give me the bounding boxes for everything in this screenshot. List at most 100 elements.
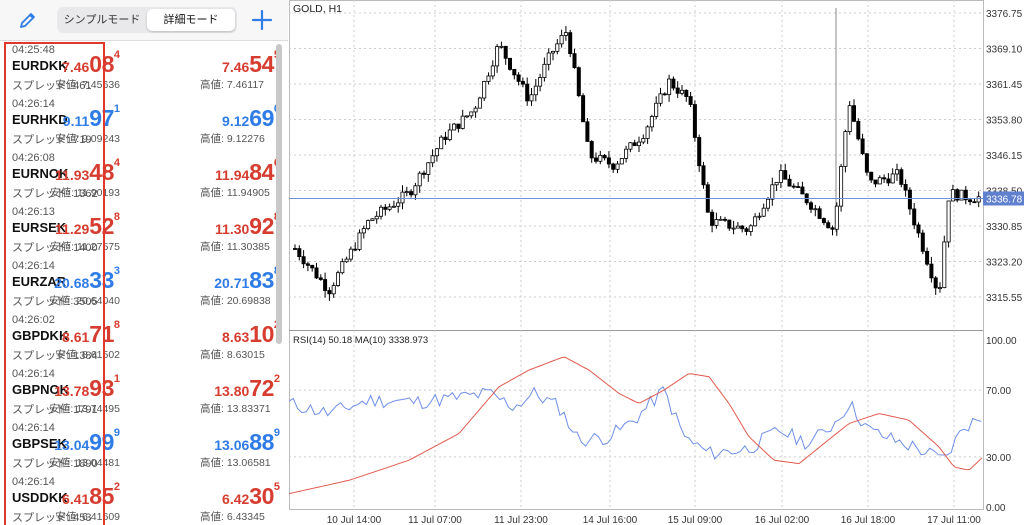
- ask-price[interactable]: 6.42305: [222, 481, 280, 510]
- quote-time: 04:26:14: [12, 260, 55, 272]
- quote-time: 04:26:13: [12, 206, 55, 218]
- rsi-line: [289, 386, 982, 461]
- price-pipette: 3: [113, 265, 120, 277]
- candle-body: [310, 264, 315, 269]
- time-tick-label: 14 Jul 16:00: [583, 515, 638, 525]
- candle-body: [834, 205, 839, 230]
- candle-body: [400, 191, 405, 204]
- detail-mode-tab[interactable]: 詳細モード: [147, 9, 235, 31]
- quote-row[interactable]: 04:26:14 GBPSEK スプレッド: 1890 13.04999 13.0688…: [0, 419, 288, 473]
- price-big-digits: 08: [89, 51, 114, 77]
- quote-row[interactable]: 04:26:14 EURHKD スプレッド: 719 9.11971 9.12690 安値…: [0, 95, 288, 149]
- quote-row[interactable]: 04:26:02 GBPDKK スプレッド: 1384 8.61718 8.63102 安…: [0, 311, 288, 365]
- candle-body: [512, 68, 517, 76]
- ask-price[interactable]: 9.12690: [222, 103, 280, 132]
- candle-body: [710, 211, 715, 226]
- rsi-tick-label: 30.00: [986, 453, 1011, 464]
- bid-price[interactable]: 6.41852: [62, 481, 120, 510]
- candle-body: [839, 166, 844, 207]
- watchlist-toolbar: シンプルモード 詳細モード: [0, 0, 288, 41]
- price-prefix: 11.30: [215, 221, 250, 237]
- candle-body: [611, 163, 616, 170]
- bid-price[interactable]: 13.04999: [54, 427, 120, 456]
- quote-time: 04:26:14: [12, 476, 55, 488]
- candle-body: [714, 219, 719, 226]
- low-price: 安値: 6.41609: [55, 511, 120, 523]
- bid-price[interactable]: 20.68333: [54, 265, 120, 294]
- candle-body: [581, 95, 586, 123]
- price-pipette: 5: [273, 481, 280, 493]
- candle-body: [439, 136, 444, 150]
- quote-row[interactable]: 04:26:14 USDDKK スプレッド: 453 6.41852 6.42305 安値…: [0, 473, 288, 525]
- candle-body: [464, 115, 469, 118]
- candle-body: [568, 32, 573, 55]
- bid-price[interactable]: 11.93484: [55, 157, 120, 186]
- candle-body: [821, 218, 826, 224]
- candle-body: [499, 45, 504, 48]
- quote-row[interactable]: 04:26:13 EURSEK スプレッド: 1400 11.29528 11.3092…: [0, 203, 288, 257]
- plus-icon[interactable]: [250, 8, 274, 32]
- price-big-digits: 99: [89, 429, 114, 455]
- ask-price[interactable]: 8.63102: [222, 319, 280, 348]
- bid-price[interactable]: 7.46084: [62, 49, 120, 78]
- candle-body: [718, 218, 723, 221]
- time-tick-label: 16 Jul 02:00: [755, 515, 810, 525]
- price-pipette: 9: [273, 427, 280, 439]
- ask-price[interactable]: 11.30928: [215, 211, 280, 240]
- bid-price[interactable]: 9.11971: [63, 103, 120, 132]
- candle-body: [366, 220, 371, 229]
- candle-body: [293, 248, 298, 250]
- candle-body: [421, 172, 426, 175]
- candle-body: [477, 97, 482, 109]
- candle-body: [843, 131, 848, 167]
- quote-row[interactable]: 04:26:14 EURZAR スプレッド: 3505 20.68333 20.7183…: [0, 257, 288, 311]
- price-prefix: 8.61: [62, 329, 90, 345]
- bid-price[interactable]: 11.29528: [55, 211, 120, 240]
- ask-price[interactable]: 13.80722: [214, 373, 280, 402]
- price-prefix: 13.80: [214, 383, 250, 399]
- price-prefix: 7.46: [62, 59, 90, 75]
- quote-symbol: EURZAR: [12, 274, 67, 289]
- candle-body: [305, 263, 310, 266]
- candle-body: [628, 142, 633, 150]
- candle-body: [576, 67, 581, 97]
- ask-price[interactable]: 13.06889: [214, 427, 280, 456]
- candle-body: [920, 232, 925, 252]
- mode-segmented-control: シンプルモード 詳細モード: [57, 7, 237, 33]
- candle-body: [533, 85, 538, 96]
- scrollbar[interactable]: [276, 44, 282, 344]
- candle-body: [654, 102, 659, 117]
- price-tick-label: 3346.15: [986, 151, 1023, 162]
- candle-body: [417, 172, 422, 187]
- candle-body: [593, 157, 598, 162]
- candle-body: [507, 57, 512, 70]
- candle-body: [899, 169, 904, 185]
- candle-body: [391, 205, 396, 208]
- price-pipette: 1: [113, 373, 120, 385]
- candle-body: [873, 179, 878, 185]
- price-chart[interactable]: 3376.753369.103361.453353.803346.153338.…: [289, 0, 1024, 525]
- quote-row[interactable]: 04:26:08 EURNOK スプレッド: 1362 11.93484 11.9484…: [0, 149, 288, 203]
- quote-time: 04:25:48: [12, 44, 55, 56]
- ask-price[interactable]: 11.94846: [215, 157, 280, 186]
- candle-body: [318, 277, 323, 280]
- candle-body: [327, 290, 332, 295]
- candle-body: [783, 170, 788, 180]
- ask-price[interactable]: 20.71838: [214, 265, 280, 294]
- simple-mode-tab[interactable]: シンプルモード: [63, 14, 141, 26]
- rsi-tick-label: 0.00: [986, 503, 1006, 514]
- candle-body: [675, 87, 680, 94]
- low-price: 安値: 13.04481: [49, 457, 120, 469]
- ask-price[interactable]: 7.46545: [222, 49, 280, 78]
- candle-body: [800, 186, 805, 195]
- price-pipette: 1: [113, 103, 120, 115]
- pencil-icon[interactable]: [17, 9, 39, 31]
- candle-body: [486, 75, 491, 82]
- bid-price[interactable]: 8.61718: [62, 319, 120, 348]
- price-big-digits: 69: [249, 105, 274, 131]
- bid-price[interactable]: 13.78931: [54, 373, 120, 402]
- candle-body: [348, 248, 353, 260]
- quote-row[interactable]: 04:26:14 GBPNOK スプレッド: 1791 13.78931 13.8072…: [0, 365, 288, 419]
- candle-body: [516, 74, 521, 82]
